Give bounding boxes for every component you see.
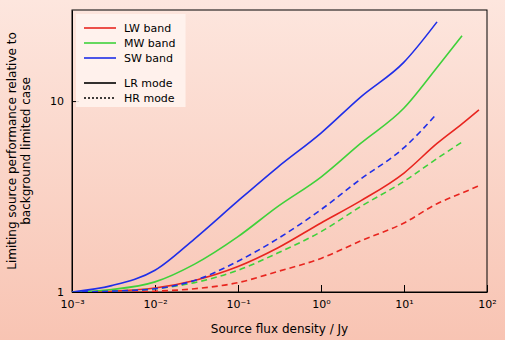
legend-label: MW band — [124, 37, 176, 50]
x-tick: 10⁰ — [312, 285, 331, 311]
plot-frame — [72, 10, 487, 292]
x-tick-label: 10⁻² — [143, 298, 167, 311]
series-line — [72, 22, 437, 292]
x-tick-mark — [487, 285, 488, 292]
x-tick-label: 10¹ — [395, 298, 413, 311]
series-line — [72, 142, 462, 292]
x-tick-mark — [321, 285, 322, 292]
legend-swatch — [84, 82, 116, 84]
y-tick: 10 — [50, 95, 79, 108]
y-axis-line — [72, 11, 73, 293]
x-axis-title: Source flux density / Jy — [211, 322, 348, 336]
series-group — [72, 22, 479, 292]
x-tick: 10² — [478, 285, 496, 311]
x-tick-label: 10⁻³ — [60, 298, 84, 311]
series-line — [72, 186, 479, 292]
legend-label: HR mode — [124, 92, 175, 105]
x-tick-label: 10² — [478, 298, 496, 311]
legend-label: SW band — [124, 52, 173, 65]
x-tick-label: 10⁻¹ — [226, 298, 250, 311]
x-tick-mark — [404, 285, 405, 292]
legend-box — [76, 14, 186, 107]
background — [0, 0, 505, 340]
x-tick-label: 10⁰ — [312, 298, 331, 311]
legend-swatch — [84, 27, 116, 29]
x-tick: 10⁻¹ — [226, 285, 250, 311]
y-tick-label: 1 — [57, 286, 64, 299]
y-tick-mark — [72, 292, 79, 293]
y-axis: 1 10 — [50, 11, 79, 300]
x-tick-mark — [238, 285, 239, 292]
series-line — [72, 110, 479, 292]
chart: 10⁻³ 10⁻² 10⁻¹ 10⁰ 10¹ 10² 1 10 Source flux dens… — [0, 0, 505, 340]
y-axis-title: Limiting source performance relative tob… — [5, 32, 33, 270]
x-axis-line — [73, 292, 488, 293]
y-axis-title-line: background limited case — [19, 77, 33, 225]
y-tick: 1 — [57, 286, 79, 299]
legend-swatch — [84, 97, 116, 99]
legend-label: LR mode — [124, 77, 173, 90]
legend: LW band MW band SW band LR mode HR mode — [76, 14, 186, 107]
y-tick-label: 10 — [50, 95, 64, 108]
x-axis: 10⁻³ 10⁻² 10⁻¹ 10⁰ 10¹ 10² — [60, 285, 496, 311]
y-axis-title-line: Limiting source performance relative to — [5, 32, 19, 270]
series-line — [72, 114, 437, 292]
legend-label: LW band — [124, 22, 171, 35]
legend-swatch — [84, 42, 116, 44]
legend-swatch — [84, 57, 116, 59]
x-tick: 10¹ — [395, 285, 413, 311]
